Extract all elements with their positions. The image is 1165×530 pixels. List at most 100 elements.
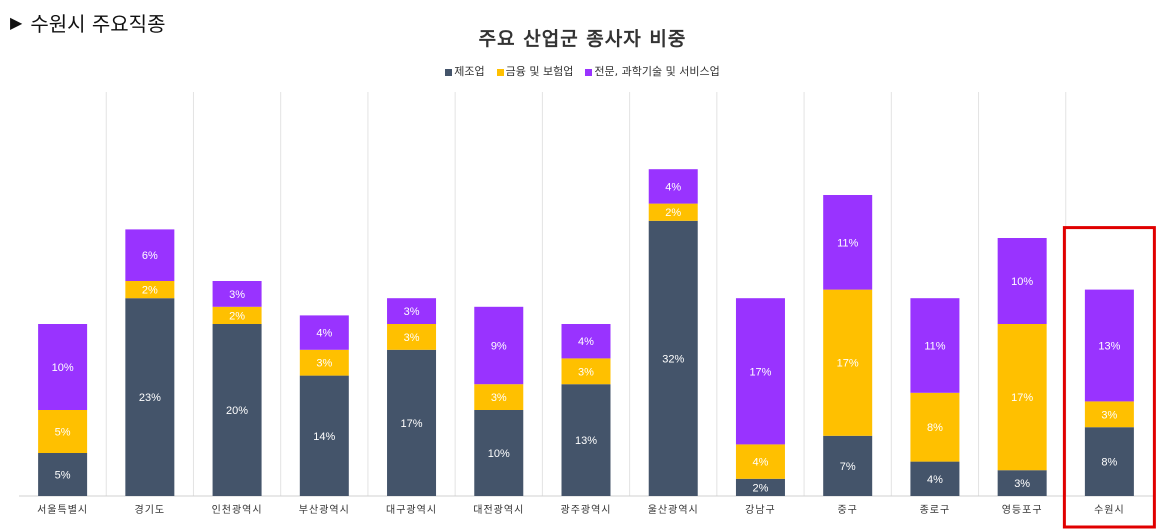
bar-segment — [561, 324, 611, 359]
x-tick-label: 종로구 — [920, 504, 951, 516]
bar-segment — [1084, 289, 1134, 402]
data-label: 5% — [55, 427, 71, 439]
legend-swatch — [496, 68, 504, 76]
x-tick-label: 서울특별시 — [37, 504, 88, 516]
bar-segment — [125, 281, 175, 299]
x-tick-label: 영등포구 — [1002, 504, 1043, 516]
bar-segment — [735, 298, 785, 445]
bar-segment — [212, 281, 262, 307]
data-label: 13% — [575, 435, 597, 447]
bar-segment — [387, 324, 437, 350]
data-label: 9% — [491, 341, 507, 353]
bar-segment — [1084, 427, 1134, 496]
bar-segment — [299, 375, 349, 496]
data-label: 11% — [924, 341, 945, 353]
x-tick-label: 중구 — [837, 504, 857, 516]
data-label: 2% — [753, 482, 769, 494]
data-label: 17% — [401, 418, 423, 430]
data-label: 11% — [837, 237, 858, 249]
data-label: 3% — [404, 332, 420, 344]
bar-segment — [38, 410, 88, 453]
data-label: 4% — [316, 328, 332, 340]
data-label: 4% — [927, 474, 943, 486]
bar-segment — [561, 384, 611, 496]
bar-segment — [387, 349, 437, 496]
data-label: 17% — [749, 366, 771, 378]
data-label: 8% — [1101, 457, 1117, 469]
data-label: 17% — [837, 358, 859, 370]
legend-item: 금융 및 보험업 — [496, 63, 574, 79]
bar-segment — [474, 384, 524, 410]
data-label: 3% — [1014, 478, 1030, 490]
page-title: ▶ 수원시 주요직종 — [10, 8, 165, 37]
x-tick-label: 경기도 — [135, 503, 166, 516]
legend-item: 제조업 — [445, 63, 485, 79]
legend-swatch — [585, 68, 593, 76]
x-tick-label: 광주광역시 — [561, 504, 612, 516]
data-label: 4% — [578, 336, 594, 348]
bar-segment — [299, 349, 349, 376]
page-title-text: 수원시 주요직종 — [30, 12, 166, 36]
x-tick-label: 강남구 — [745, 504, 776, 516]
data-label: 6% — [142, 250, 158, 262]
bar-segment — [212, 324, 262, 496]
data-label: 4% — [665, 181, 681, 193]
triangle-icon: ▶ — [10, 13, 23, 32]
x-tick-label: 대구광역시 — [386, 504, 437, 516]
bar-segment — [38, 453, 88, 496]
bar-segment — [823, 289, 873, 436]
data-label: 5% — [55, 470, 71, 482]
bar-segment — [561, 358, 611, 385]
highlight-box — [1062, 226, 1156, 529]
data-label: 3% — [578, 366, 594, 378]
legend-swatch — [445, 68, 453, 76]
data-label: 10% — [488, 448, 510, 460]
data-label: 2% — [142, 285, 158, 297]
bar-segment — [823, 195, 873, 290]
data-label: 7% — [840, 461, 856, 473]
bar-segment — [648, 203, 698, 221]
x-tick-label: 인천광역시 — [212, 504, 263, 516]
data-label: 3% — [1101, 409, 1117, 421]
bar-segment — [997, 238, 1047, 324]
bar-segment — [474, 410, 524, 496]
legend-item: 전문, 과학기술 및 서비스업 — [585, 63, 720, 79]
data-label: 3% — [316, 358, 332, 370]
data-label: 8% — [927, 422, 943, 434]
bar-segment — [125, 298, 175, 496]
x-tick-label: 수원시 — [1094, 504, 1125, 516]
data-label: 2% — [229, 310, 245, 322]
data-label: 20% — [226, 405, 248, 417]
bar-segment — [648, 220, 698, 497]
x-tick-label: 대전광역시 — [473, 504, 524, 516]
data-label: 2% — [665, 207, 681, 219]
bar-segment — [387, 298, 437, 324]
bar-segment — [299, 315, 349, 350]
data-label: 17% — [1011, 392, 1033, 404]
bar-segment — [38, 324, 88, 410]
bar-segment — [910, 461, 960, 496]
data-label: 3% — [229, 289, 245, 301]
data-label: 10% — [52, 362, 74, 374]
legend-label: 전문, 과학기술 및 서비스업 — [594, 65, 720, 78]
data-label: 10% — [1011, 276, 1033, 288]
legend-label: 금융 및 보험업 — [505, 65, 574, 78]
bar-segment — [910, 392, 960, 462]
bar-segment — [910, 298, 960, 393]
bar-segment — [997, 324, 1047, 471]
chart-legend: 제조업 금융 및 보험업 전문, 과학기술 및 서비스업 — [0, 63, 1165, 79]
x-tick-label: 부산광역시 — [299, 504, 350, 516]
data-label: 32% — [662, 353, 684, 365]
bar-segment — [997, 470, 1047, 496]
data-label: 14% — [313, 431, 335, 443]
bar-segment — [735, 444, 785, 479]
x-tick-label: 울산광역시 — [648, 504, 699, 516]
data-label: 3% — [491, 392, 507, 404]
bar-segment — [212, 306, 262, 324]
data-label: 3% — [404, 306, 420, 318]
bar-segment — [735, 478, 785, 496]
bar-segment — [648, 169, 698, 204]
legend-label: 제조업 — [454, 65, 485, 78]
bar-segment — [125, 229, 175, 281]
